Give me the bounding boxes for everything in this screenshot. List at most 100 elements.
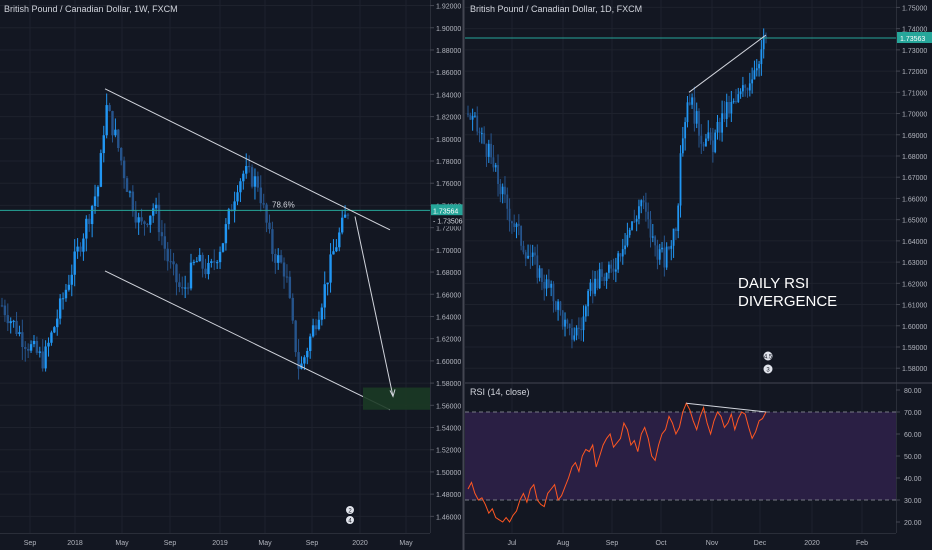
daily-candle-body: [725, 102, 728, 119]
weekly-candle-body: [134, 211, 137, 223]
daily-candle-body: [737, 94, 740, 103]
weekly-candle-body: [186, 287, 190, 289]
daily-price-axis[interactable]: 1.75000 1.74000 1.73000 1.72000 1.71000 1.700…: [896, 0, 932, 550]
weekly-event-badge-label: 4: [348, 519, 352, 525]
daily-candle-body: [501, 186, 504, 195]
daily-time-axis[interactable]: Jul Aug Sep Oct Nov Dec 2020 Feb: [465, 533, 896, 548]
weekly-candle-body: [61, 298, 65, 300]
weekly-event-badge[interactable]: [345, 515, 355, 525]
weekly-price-tick: 1.68000: [436, 270, 461, 277]
daily-event-badge[interactable]: [762, 363, 774, 375]
weekly-candle-body: [79, 246, 82, 252]
rsi-divergence-line: [686, 402, 767, 413]
daily-candle-body: [594, 278, 596, 294]
weekly-candle-body: [311, 325, 315, 337]
weekly-candle-body: [245, 166, 248, 174]
weekly-candle-body: [12, 320, 15, 322]
weekly-candle-body: [175, 264, 178, 283]
weekly-candle-body: [172, 261, 175, 265]
daily-candle-body: [744, 85, 747, 88]
weekly-candle-body: [149, 215, 152, 225]
weekly-candle-body: [282, 262, 286, 277]
daily-candle-body: [711, 140, 714, 153]
daily-candle-body: [758, 64, 760, 69]
upper-channel-line: [104, 88, 391, 231]
daily-time-tick: Nov: [706, 540, 719, 547]
daily-axis-bg[interactable]: [896, 0, 932, 550]
daily-candle-body: [760, 49, 763, 65]
weekly-candle-body: [73, 251, 76, 275]
daily-candle-body: [515, 223, 518, 228]
weekly-candle-body: [85, 218, 88, 239]
daily-candle-body: [732, 101, 735, 103]
weekly-price-tick: 1.58000: [436, 381, 461, 388]
weekly-candle-body: [93, 196, 97, 207]
daily-candle-body: [492, 157, 495, 168]
projection-arrow-line: [354, 216, 394, 397]
weekly-candle-body: [233, 201, 236, 212]
weekly-candle-body: [262, 203, 265, 205]
weekly-price-tick: 1.92000: [436, 4, 461, 11]
weekly-price-tick: 1.48000: [436, 492, 461, 499]
daily-candle-body: [566, 319, 569, 324]
rsi-band-fill: [465, 412, 896, 500]
daily-chart-pane[interactable]: 4.53 British Pound / Canadian Dollar, 1D…: [465, 0, 932, 550]
daily-price-tick: 1.65000: [902, 218, 927, 225]
daily-event-badge[interactable]: [762, 350, 774, 362]
weekly-axis-bg[interactable]: [430, 0, 464, 550]
daily-candle-body: [494, 165, 497, 168]
weekly-price-tick: 1.84000: [436, 92, 461, 99]
daily-candle-body: [700, 135, 703, 144]
weekly-candle-body: [120, 148, 123, 161]
weekly-candle-body: [279, 255, 283, 263]
weekly-candle-body: [53, 327, 56, 333]
daily-candle-body: [626, 235, 629, 246]
weekly-candle-body: [90, 206, 94, 225]
weekly-candle-body: [253, 176, 257, 187]
daily-candle-body: [497, 165, 499, 185]
daily-candle-body: [691, 97, 693, 105]
weekly-time-tick: Sep: [164, 540, 177, 547]
daily-candle-body: [753, 70, 756, 80]
daily-candle-body: [573, 335, 576, 340]
weekly-candle-body: [160, 232, 164, 237]
weekly-candle-body: [236, 192, 239, 202]
daily-candle-body: [506, 194, 509, 209]
daily-candle-body: [550, 283, 553, 288]
weekly-candle-body: [157, 204, 161, 233]
daily-candle-body: [527, 255, 529, 259]
daily-candle-body: [718, 121, 721, 133]
daily-candle-body: [485, 143, 488, 157]
weekly-price-tick: 1.78000: [436, 159, 461, 166]
daily-candle-body: [631, 221, 633, 230]
rsi-tick: 50.00: [904, 454, 922, 461]
weekly-event-badge[interactable]: [345, 505, 355, 515]
weekly-candle-body: [332, 251, 335, 255]
weekly-candle-body: [288, 276, 292, 298]
daily-candle-body: [589, 282, 592, 291]
daily-candle-body: [765, 36, 767, 38]
daily-candle-body: [693, 97, 696, 124]
weekly-candle-body: [151, 208, 155, 216]
weekly-time-axis[interactable]: Sep 2018 May Sep 2019 May Sep 2020 May: [0, 533, 430, 548]
daily-candles: [467, 28, 767, 349]
daily-last-price-tag: [897, 31, 932, 43]
daily-candle-body: [520, 225, 523, 246]
rsi-axis[interactable]: 80.00 70.00 60.00 50.00 40.00 30.00 20.00: [896, 388, 922, 527]
daily-event-badge-label: 4.5: [764, 355, 773, 361]
annotation-line-1: DAILY RSI: [738, 275, 809, 292]
daily-candle-body: [577, 327, 580, 329]
rsi-title: RSI (14, close): [470, 387, 530, 397]
weekly-price-tick: 1.50000: [436, 470, 461, 477]
daily-candle-body: [728, 102, 730, 114]
weekly-time-tick: 2018: [67, 540, 83, 547]
weekly-chart-pane[interactable]: 78.6% 2 4 British Pound / Canadian Dollar,…: [0, 0, 464, 550]
weekly-candle-body: [198, 254, 201, 262]
daily-price-tick: 1.60000: [902, 324, 927, 331]
weekly-grid: [0, 0, 430, 533]
daily-candle-body: [707, 132, 710, 139]
weekly-price-tick: 1.66000: [436, 292, 461, 299]
daily-candle-body: [746, 87, 749, 91]
weekly-candle-body: [146, 223, 149, 225]
weekly-price-axis[interactable]: 1.92000 1.90000 1.88000 1.86000 1.84000 1.820…: [430, 0, 464, 550]
